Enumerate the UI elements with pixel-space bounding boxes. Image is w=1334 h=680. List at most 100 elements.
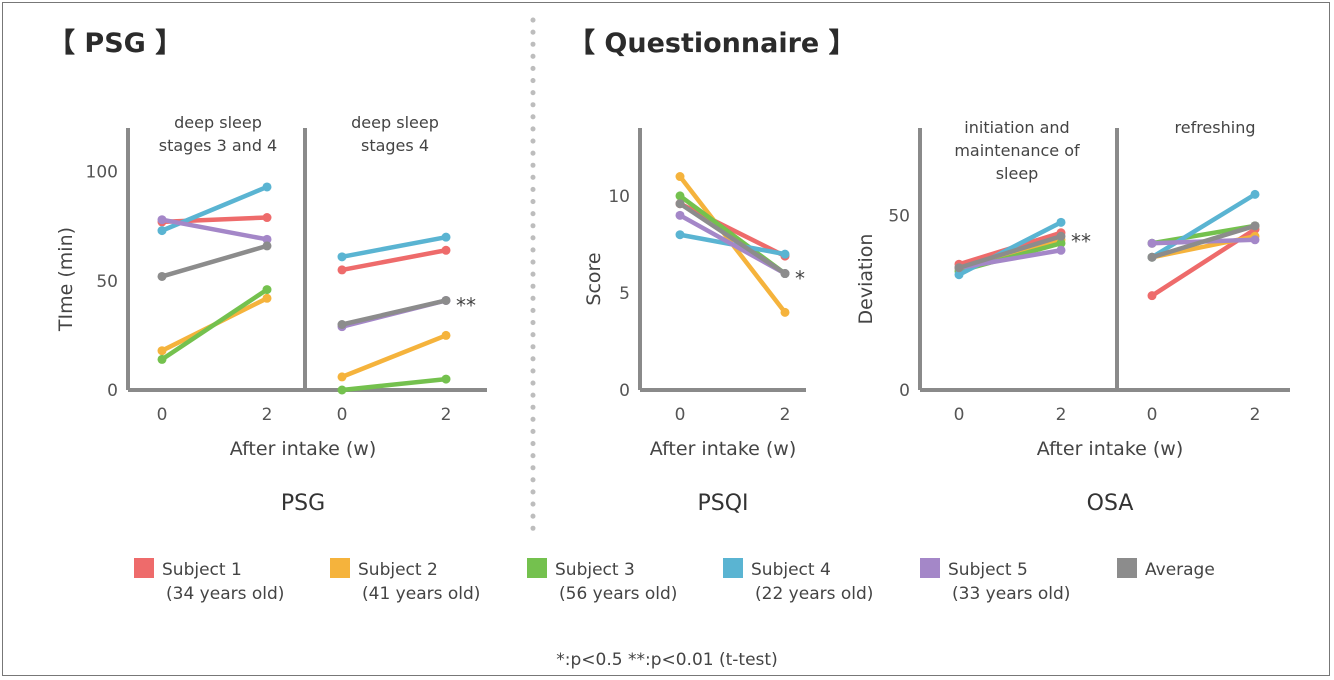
legend-note: (34 years old) <box>166 584 284 604</box>
legend-label: Average <box>1145 560 1215 580</box>
panel-0: 0 2 deep sleep stages 3 and 4 <box>157 113 278 425</box>
x-tick-label: 0 <box>157 405 168 425</box>
y-tick-label: 0 <box>899 381 910 401</box>
series-line-subject4 <box>1149 192 1258 260</box>
panel-label: deep sleep <box>174 113 262 132</box>
data-point-subject3 <box>337 385 347 395</box>
significance-marker: ** <box>1071 229 1091 253</box>
legend-swatch <box>527 558 547 578</box>
legend-note: (22 years old) <box>755 584 873 604</box>
data-point-subject4 <box>1250 189 1260 199</box>
data-point-subject3 <box>262 285 272 295</box>
series-line-average <box>677 201 788 276</box>
legend-note: (41 years old) <box>362 584 480 604</box>
legend-swatch <box>920 558 940 578</box>
y-tick-label: 100 <box>86 163 118 183</box>
legend-note: (33 years old) <box>952 584 1070 604</box>
data-point-average <box>780 269 790 279</box>
data-point-subject5 <box>157 215 167 225</box>
data-point-subject3 <box>157 354 167 364</box>
series-line-average <box>1149 223 1258 260</box>
data-point-subject3 <box>1056 238 1066 248</box>
data-point-subject4 <box>780 249 790 259</box>
x-tick-label: 2 <box>262 405 273 425</box>
data-point-average <box>1056 231 1066 241</box>
chart-title: PSQI <box>697 491 748 516</box>
y-axis-title: Deviation <box>855 234 877 325</box>
data-point-subject4 <box>262 182 272 192</box>
y-axis-title: TIme (min) <box>55 227 77 332</box>
panel-label: stages 4 <box>361 136 429 155</box>
panel-1: 0 2 refreshing <box>1147 118 1261 425</box>
panel-1: 0 2 deep sleep stages 4 ** <box>337 113 476 425</box>
data-point-subject2 <box>157 346 167 356</box>
x-axis-title: After intake (w) <box>650 438 797 460</box>
chart-title: OSA <box>1087 491 1134 516</box>
legend-label: Subject 5 <box>948 560 1028 580</box>
data-point-subject4 <box>337 252 347 262</box>
data-point-subject1 <box>337 265 347 275</box>
legend: Subject 1 (34 years old) Subject 2 (41 year… <box>134 558 1215 604</box>
x-tick-label: 0 <box>337 405 348 425</box>
data-point-subject2 <box>441 330 451 340</box>
data-point-subject2 <box>675 172 685 182</box>
data-point-subject3 <box>441 374 451 384</box>
legend-item-subject1: Subject 1 (34 years old) <box>134 558 284 604</box>
series-line-subject4 <box>339 234 449 260</box>
chart-title: PSG <box>281 491 325 516</box>
series-line-subject2 <box>339 333 449 380</box>
series-line-subject3 <box>339 376 449 393</box>
data-point-average <box>954 263 964 273</box>
y-tick-label: 0 <box>619 381 630 401</box>
data-point-subject4 <box>441 232 451 242</box>
panel-label: sleep <box>996 164 1039 183</box>
x-tick-label: 0 <box>954 405 965 425</box>
data-point-average <box>1147 252 1157 262</box>
y-tick-label: 50 <box>888 206 910 226</box>
y-tick-label: 10 <box>608 187 630 207</box>
series-line-average <box>339 298 449 327</box>
legend-item-subject5: Subject 5 (33 years old) <box>920 558 1070 604</box>
y-axis-title: Score <box>583 252 605 305</box>
data-point-subject4 <box>954 270 964 280</box>
legend-note: (56 years old) <box>559 584 677 604</box>
significance-marker: * <box>795 267 805 291</box>
data-point-subject5 <box>1147 238 1157 248</box>
x-tick-label: 0 <box>675 405 686 425</box>
significance-footnote: *:p<0.5 **:p<0.01 (t-test) <box>556 650 777 670</box>
data-point-subject3 <box>675 191 685 201</box>
legend-item-average: Average <box>1117 558 1215 580</box>
legend-item-subject2: Subject 2 (41 years old) <box>330 558 480 604</box>
y-tick-label: 50 <box>96 272 118 292</box>
x-tick-label: 2 <box>1250 405 1261 425</box>
series-line-subject1 <box>339 248 449 273</box>
panel-label: deep sleep <box>351 113 439 132</box>
x-axis-title: After intake (w) <box>1037 438 1184 460</box>
data-point-average <box>337 320 347 329</box>
data-point-subject2 <box>337 372 347 382</box>
data-point-subject2 <box>780 307 790 317</box>
legend-item-subject3: Subject 3 (56 years old) <box>527 558 677 604</box>
data-point-subject4 <box>157 226 167 236</box>
data-point-average <box>441 295 451 305</box>
legend-swatch <box>723 558 743 578</box>
questionnaire-section-title: 【 Questionnaire 】 <box>568 28 856 59</box>
data-point-subject1 <box>441 245 451 255</box>
legend-label: Subject 2 <box>358 560 438 580</box>
data-point-subject2 <box>262 293 272 303</box>
legend-swatch <box>1117 558 1137 578</box>
x-tick-label: 2 <box>780 405 791 425</box>
data-point-subject5 <box>675 210 685 220</box>
data-point-average <box>262 241 272 251</box>
legend-swatch <box>134 558 154 578</box>
data-point-average <box>157 271 167 281</box>
data-point-average <box>675 199 685 209</box>
data-point-average <box>1250 221 1260 231</box>
panel-0: 0 2 initiation and maintenance of sleep ** <box>954 118 1091 425</box>
psg-section-title: 【 PSG 】 <box>48 28 182 59</box>
data-point-subject4 <box>675 230 685 240</box>
data-point-subject1 <box>262 213 272 223</box>
